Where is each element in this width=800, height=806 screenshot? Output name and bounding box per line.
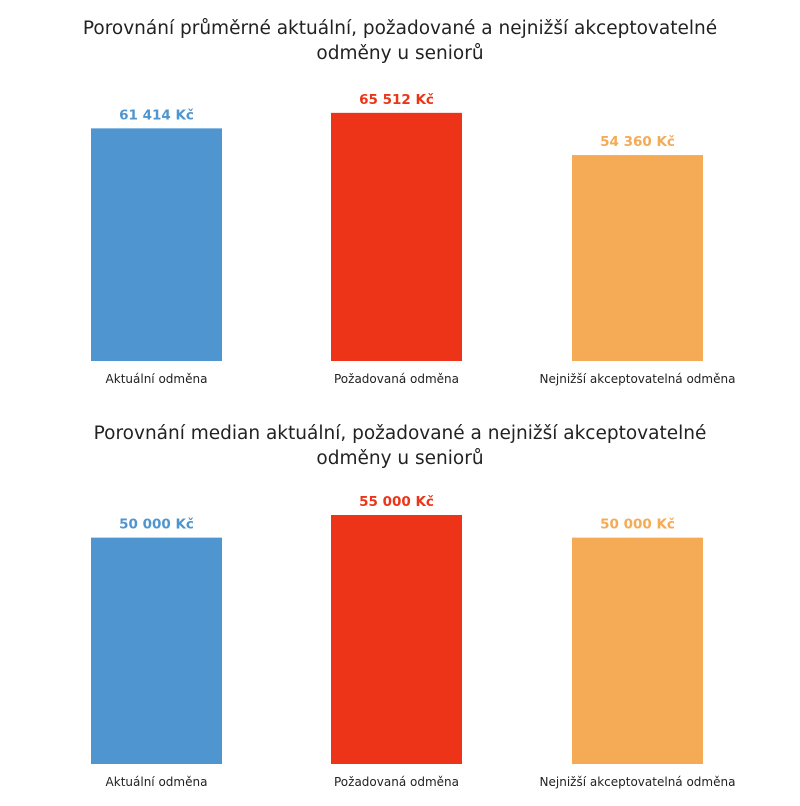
- bar-2: [331, 515, 462, 764]
- value-label: 50 000 Kč: [600, 517, 675, 533]
- chart-title-line-1: Porovnání průměrné aktuální, požadované …: [82, 18, 718, 39]
- bar-3: [572, 155, 703, 361]
- value-label: 55 000 Kč: [359, 494, 434, 510]
- chart-median: Porovnání median aktuální, požadované a …: [0, 403, 800, 806]
- chart-mean: Porovnání průměrné aktuální, požadované …: [0, 0, 800, 400]
- chart-title-line-2: odměny u seniorů: [316, 448, 484, 469]
- chart-title-line-2: odměny u seniorů: [316, 43, 484, 64]
- category-label: Aktuální odměna: [106, 775, 208, 789]
- value-label: 65 512 Kč: [359, 92, 434, 108]
- chart-title-line-1: Porovnání median aktuální, požadované a …: [93, 423, 707, 444]
- value-label: 50 000 Kč: [119, 517, 194, 533]
- category-label: Požadovaná odměna: [334, 372, 459, 386]
- bar-1: [91, 537, 222, 764]
- bar-2: [331, 112, 462, 362]
- category-label: Nejnižší akceptovatelná odměna: [540, 775, 736, 789]
- bar-1: [91, 128, 222, 361]
- value-label: 61 414 Kč: [119, 107, 194, 123]
- bar-3: [572, 537, 703, 764]
- value-label: 54 360 Kč: [600, 134, 675, 150]
- category-label: Požadovaná odměna: [334, 775, 459, 789]
- category-label: Nejnižší akceptovatelná odměna: [540, 372, 736, 386]
- bar-plot-mean: 61 414 Kč Aktuální odměna 65 512 Kč Požadov…: [91, 92, 736, 386]
- chart-title: Porovnání median aktuální, požadované a …: [0, 421, 800, 471]
- bar-plot-median: 50 000 Kč Aktuální odměna 55 000 Kč Požadov…: [91, 494, 736, 789]
- chart-title: Porovnání průměrné aktuální, požadované …: [0, 16, 800, 66]
- category-label: Aktuální odměna: [106, 372, 208, 386]
